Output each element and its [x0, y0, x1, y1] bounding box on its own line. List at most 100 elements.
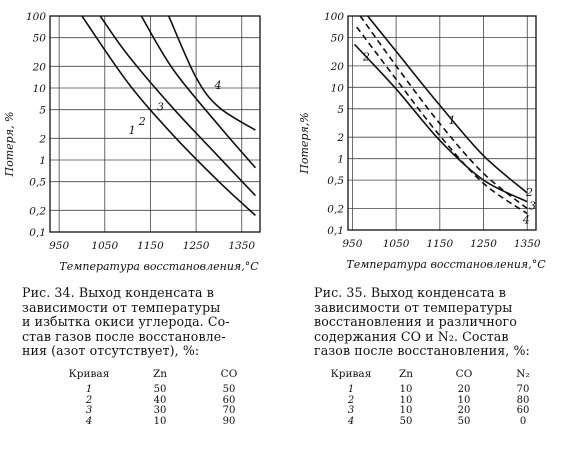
- y-tick-label: 2: [336, 132, 344, 144]
- series-line-1: [367, 16, 528, 194]
- series-line-3: [140, 16, 257, 169]
- table-cell: 3: [85, 405, 93, 417]
- curve-label-3: 3: [529, 200, 536, 213]
- table-row: 1 50 50: [58, 384, 258, 396]
- table-cell: 0: [519, 415, 527, 427]
- table-row: 3 30 70: [58, 406, 258, 417]
- column-header: CO: [455, 368, 473, 380]
- table-row: 1 10 20 70: [322, 384, 550, 396]
- caption-line: и избытка окиси углерода. Со-: [22, 314, 230, 329]
- series-line-4: [167, 16, 256, 131]
- table-row: 3 10 20 60: [322, 406, 550, 417]
- column-header: Zn: [398, 368, 414, 380]
- figure-35-chart-panel: 100 50 20 10 5 2 1 0,5 0,2 0,1 950 1050 1150 1250 1350…: [290, 0, 564, 290]
- y-tick-label: 20: [330, 61, 345, 73]
- curve-label-2: 2: [525, 186, 533, 199]
- x-tick-label: 1050: [91, 240, 118, 252]
- series-line-3: [359, 16, 528, 210]
- x-tick-label: 1350: [228, 240, 255, 252]
- series-group: [81, 16, 257, 216]
- table-cell: 10: [399, 405, 413, 417]
- x-tick-label: 1050: [383, 238, 410, 250]
- caption-line: зависимости от температуры: [314, 299, 513, 315]
- x-tick-label: 1150: [426, 238, 453, 250]
- table-cell: 70: [222, 405, 236, 417]
- table-cell: 90: [222, 415, 236, 427]
- caption-line: Рис. 34. Выход конденсата в: [22, 285, 214, 300]
- table-cell: 80: [516, 394, 530, 406]
- table-cell: 4: [85, 415, 93, 427]
- plot-frame: [49, 15, 261, 233]
- y-tick-label: 5: [39, 105, 46, 117]
- figure-34-composition-table: Кривая Zn CO 1 50 50 2 40 60 3 30 70 4 1…: [58, 367, 258, 427]
- x-tick-label: 1350: [514, 238, 541, 250]
- curve-label-1: 1: [449, 114, 456, 127]
- x-tick-label: 950: [49, 240, 69, 252]
- table-cell: 60: [516, 405, 530, 417]
- column-header: CO: [220, 368, 238, 380]
- table-cell: 50: [457, 415, 471, 427]
- x-axis-label: Температура восстановления,°C: [346, 258, 546, 271]
- table-row: 2 40 60: [58, 394, 258, 407]
- curve-label-1: 1: [129, 124, 136, 137]
- series-line-2: [353, 43, 528, 203]
- column-header: Кривая: [330, 368, 372, 380]
- y-tick-label: 100: [324, 11, 344, 23]
- plot-frame: [347, 15, 537, 231]
- table-cell: 2: [85, 394, 93, 406]
- y-tick-label: 2: [38, 133, 46, 145]
- table-row: 4 10 90: [58, 415, 258, 428]
- y-axis-label: Потеря, %: [3, 112, 16, 178]
- x-axis-label: Температура восстановления,°C: [59, 260, 259, 273]
- figure-34-chart-panel: 100 50 20 10 5 2 1 0,5 0,2 0,1 950 1050 1150 1250 1350…: [0, 0, 270, 290]
- table-cell: 30: [153, 405, 167, 417]
- table-cell: 10: [457, 394, 471, 406]
- table-cell: 10: [153, 415, 167, 427]
- series-line-1: [81, 16, 256, 216]
- y-tick-label: 10: [33, 83, 47, 95]
- table-cell: 1: [347, 384, 355, 395]
- caption-line: Рис. 35. Выход конденсата в: [314, 285, 506, 300]
- table-cell: 4: [347, 415, 355, 427]
- series-line-4: [356, 26, 528, 215]
- y-tick-label: 5: [337, 104, 344, 116]
- column-header: Zn: [152, 368, 168, 380]
- curve-label-4: 4: [522, 214, 530, 227]
- table-cell: 20: [457, 384, 471, 395]
- caption-line: зависимости от температуры: [22, 299, 221, 315]
- caption-line: содержания CO и N₂. Состав: [314, 328, 509, 344]
- curve-label-3: 3: [157, 101, 164, 114]
- y-tick-label: 100: [26, 11, 46, 23]
- caption-line: восстановления и различного: [314, 314, 517, 329]
- table-row: 4 50 50 0: [322, 415, 550, 428]
- table-cell: 70: [516, 384, 530, 395]
- caption-line: став газов после восстановле-: [22, 328, 226, 344]
- y-tick-label: 10: [331, 82, 345, 94]
- curve-label-2: 2: [362, 51, 370, 64]
- table-cell: 10: [399, 384, 413, 395]
- y-tick-label: 50: [33, 33, 47, 45]
- caption-line: ния (азот отсутствует), %:: [22, 343, 200, 358]
- x-tick-label: 950: [342, 238, 362, 250]
- x-tick-label: 1150: [137, 240, 164, 252]
- y-tick-label: 0,2: [29, 205, 46, 217]
- column-header: N₂: [516, 368, 530, 380]
- y-axis-label: Потеря,%: [298, 112, 311, 174]
- table-cell: 20: [457, 405, 471, 417]
- y-tick-label: 0,5: [327, 175, 344, 187]
- y-tick-label: 1: [39, 155, 46, 167]
- table-cell: 10: [399, 394, 413, 406]
- table-row: 2 10 10 80: [322, 394, 550, 407]
- caption-line: газов после восстановления, %:: [314, 343, 530, 358]
- table-cell: 60: [222, 394, 236, 406]
- curve-label-4: 4: [214, 79, 222, 92]
- table-cell: 50: [399, 415, 413, 427]
- table-cell: 40: [153, 394, 167, 406]
- figure-35-caption: Рис. 35. Выход конденсата в зависимости …: [314, 285, 552, 359]
- x-tick-label: 1250: [183, 240, 210, 252]
- figure-34-caption: Рис. 34. Выход конденсата в зависимости …: [22, 285, 256, 359]
- table-cell: 1: [85, 384, 93, 395]
- series-line-2: [99, 16, 257, 197]
- figure-35-composition-table: Кривая Zn CO N₂ 1 10 20 70 2 10 10 80 3 …: [322, 367, 550, 427]
- series-group: [353, 16, 528, 215]
